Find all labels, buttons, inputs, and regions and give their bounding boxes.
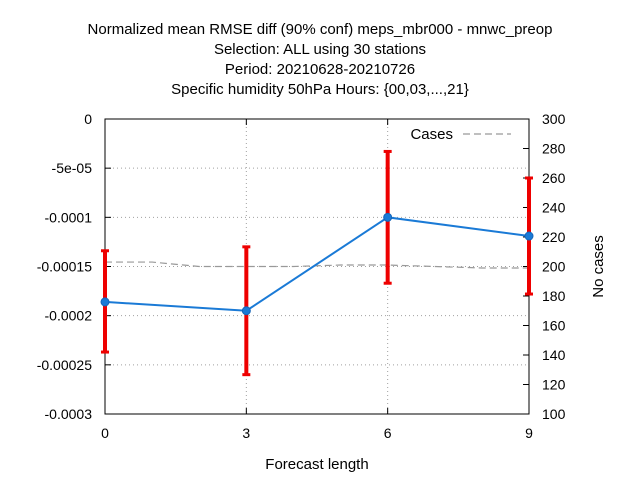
chart-title-line-2: Selection: ALL using 30 stations <box>213 41 427 58</box>
y2-tick-label: 160 <box>542 318 566 334</box>
y-tick-label: -0.0003 <box>45 406 93 422</box>
y2-tick-label: 200 <box>542 259 566 275</box>
y2-tick-label: 280 <box>542 141 566 157</box>
y2-tick-label: 220 <box>542 229 566 245</box>
rmse-diff-line <box>104 216 530 312</box>
cases-line <box>105 261 529 269</box>
y2-tick-label: 100 <box>542 406 566 422</box>
y-tick-label: 0 <box>84 111 92 127</box>
y2-tick-label: 180 <box>542 288 566 304</box>
y2-tick-label: 240 <box>542 200 566 216</box>
y-tick-label: -5e-05 <box>52 160 93 176</box>
y2-tick-label: 260 <box>542 170 566 186</box>
x-axis-label: Forecast length <box>265 456 368 473</box>
y2-axis-label: No cases <box>590 235 607 298</box>
x-tick-label: 9 <box>525 425 533 441</box>
chart-title-line-1: Normalized mean RMSE diff (90% conf) mep… <box>87 21 553 38</box>
y-tick-label: -0.00025 <box>37 357 92 373</box>
x-tick-label: 3 <box>242 425 250 441</box>
y2-tick-label: 300 <box>542 111 566 127</box>
y-tick-label: -0.0002 <box>45 308 93 324</box>
chart-title-line-4: Specific humidity 50hPa Hours: {00,03,..… <box>171 81 469 98</box>
legend-label-cases: Cases <box>410 126 453 143</box>
x-tick-label: 0 <box>101 425 109 441</box>
rmse-diff-point <box>100 297 110 307</box>
rmse-diff-point <box>524 231 534 241</box>
rmse-diff-point <box>383 212 393 222</box>
y2-tick-label: 120 <box>542 377 566 393</box>
rmse-diff-point <box>241 306 251 316</box>
y-tick-label: -0.00015 <box>37 259 92 275</box>
chart-title-line-3: Period: 20210628-20210726 <box>224 61 416 78</box>
y-tick-label: -0.0001 <box>45 209 93 225</box>
x-tick-label: 6 <box>384 425 392 441</box>
y2-tick-label: 140 <box>542 347 566 363</box>
